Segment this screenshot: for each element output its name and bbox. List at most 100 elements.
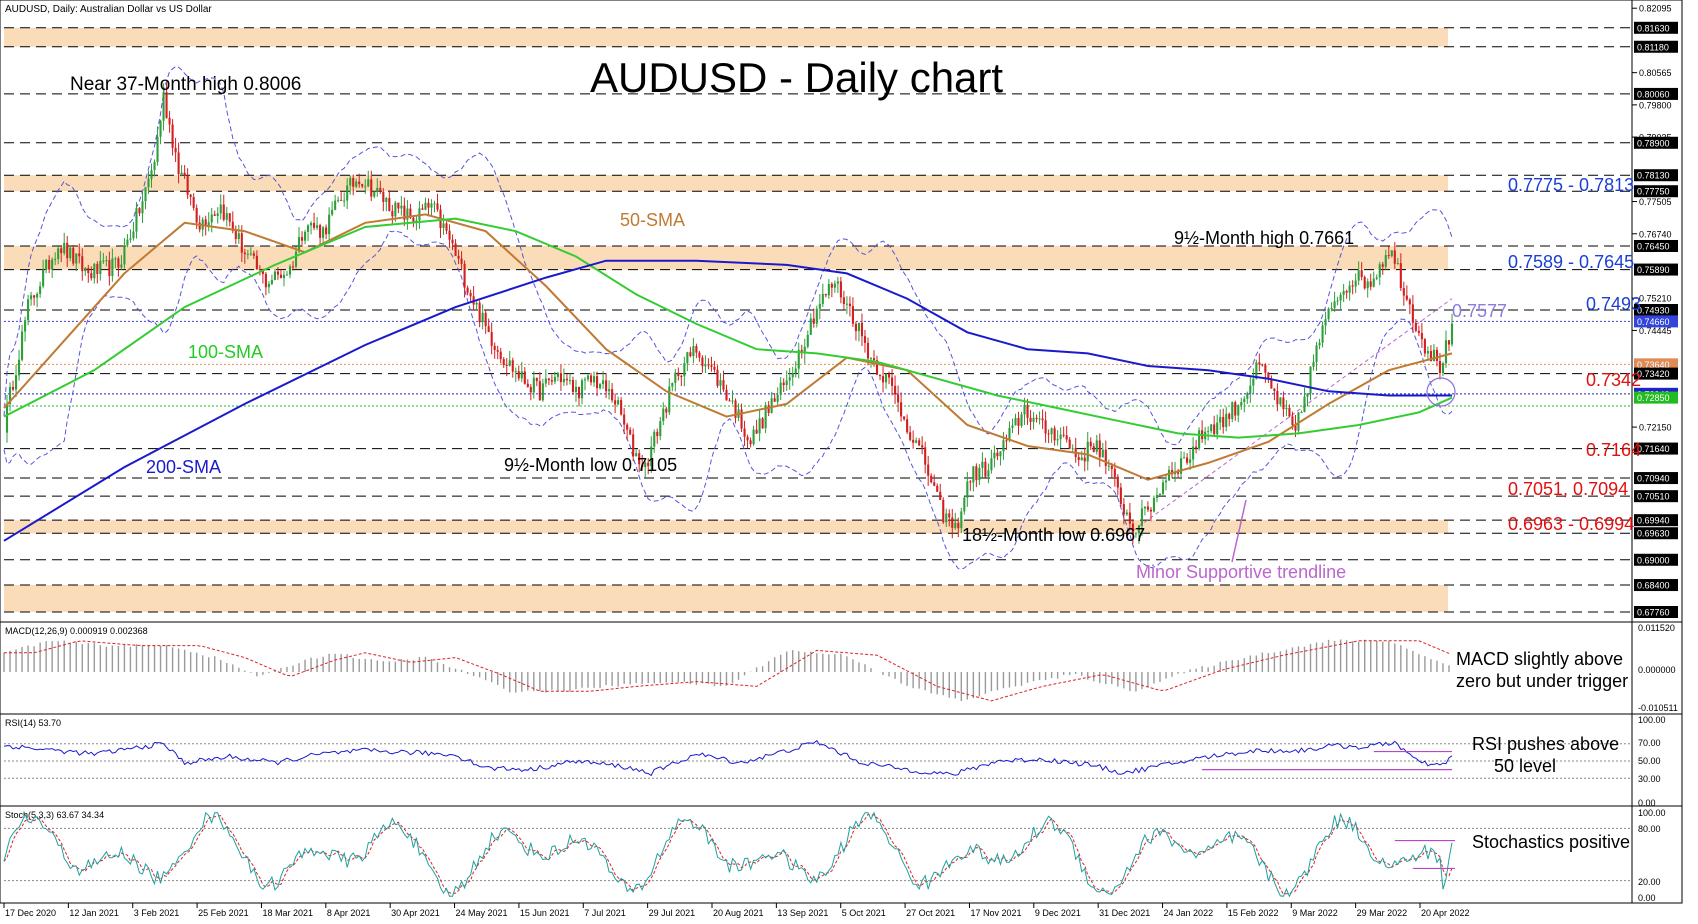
candle-body — [903, 416, 906, 420]
price-tag-label: 0.75890 — [1637, 265, 1670, 275]
candle-body — [195, 207, 198, 223]
candle-body — [120, 264, 123, 268]
candle-body — [276, 271, 279, 275]
candle-body — [1143, 506, 1146, 509]
date-label: 8 Apr 2021 — [327, 908, 371, 918]
candle-body — [499, 351, 502, 360]
candle-body — [942, 499, 945, 523]
candle-body — [1137, 525, 1140, 534]
lvl-7051: 0.7051, 0.7094 — [1508, 479, 1628, 499]
candle-body — [1270, 379, 1273, 389]
price-tag-bg — [1634, 367, 1678, 380]
candle-body — [343, 200, 346, 202]
candle-body — [1330, 308, 1333, 310]
candle-body — [427, 202, 430, 208]
candle-body — [54, 259, 57, 261]
candle-body — [1158, 493, 1162, 496]
candle-body — [1128, 512, 1131, 524]
candle-body — [216, 213, 219, 216]
candle-body — [475, 302, 478, 305]
resistance-zone-1 — [4, 175, 1448, 192]
annot-low-9m: 9½-Month low 0.7105 — [504, 455, 677, 475]
annot-low-18m: 18½-Month low 0.6967 — [962, 525, 1145, 545]
candle-body — [466, 287, 469, 293]
price-tag-label: 0.72850 — [1637, 393, 1670, 403]
candle-body — [322, 227, 325, 238]
candle-body — [1420, 333, 1423, 340]
candle-body — [951, 517, 954, 528]
candle-body — [881, 376, 885, 383]
candle-body — [267, 283, 270, 288]
candle-body — [14, 375, 18, 390]
candle-body — [1192, 446, 1195, 460]
lvl-6963: 0.6963 - 0.6994 — [1508, 514, 1634, 534]
candle-body — [1447, 340, 1451, 345]
candle-body — [204, 219, 207, 226]
candle-body — [81, 256, 84, 272]
candle-body — [340, 199, 343, 201]
candle-body — [231, 221, 234, 232]
candle-body — [782, 382, 785, 386]
candle-body — [210, 214, 213, 223]
candle-body — [135, 208, 138, 232]
candle-body — [1231, 402, 1234, 419]
price-tag-label: 0.74660 — [1637, 317, 1670, 327]
candle-body — [1246, 393, 1249, 399]
price-tick-label: 0.75210 — [1639, 294, 1672, 304]
annot-sma50: 50-SMA — [620, 210, 685, 230]
candle-body — [933, 482, 936, 486]
candle-body — [770, 398, 773, 413]
candle-body — [1186, 457, 1189, 463]
candle-body — [884, 373, 888, 383]
candle-body — [839, 281, 842, 298]
candle-body — [921, 445, 924, 448]
candle-body — [1291, 416, 1294, 426]
candle-body — [1104, 449, 1107, 466]
candle-body — [1198, 430, 1201, 449]
candle-body — [776, 394, 779, 402]
candle-body — [358, 181, 361, 185]
chart-title: AUDUSD - Daily chart — [590, 54, 1003, 101]
candle-body — [192, 196, 195, 208]
candle-body — [1228, 413, 1231, 419]
candle-body — [189, 194, 192, 197]
resistance-zone-3 — [4, 520, 1448, 534]
price-tag-bg — [1634, 169, 1678, 182]
date-label: 24 Jan 2022 — [1164, 908, 1214, 918]
candle-body — [496, 349, 499, 352]
candle-body — [1285, 407, 1288, 410]
candle-body — [264, 273, 267, 288]
candle-body — [589, 375, 593, 383]
candle-body — [409, 208, 412, 218]
date-label: 9 Mar 2022 — [1292, 908, 1338, 918]
candle-body — [1219, 416, 1222, 423]
candle-body — [749, 440, 752, 445]
candle-body — [725, 389, 728, 401]
price-tag-bg — [1634, 391, 1678, 404]
candle-body — [541, 383, 544, 401]
candle-body — [361, 184, 364, 187]
price-tag-bg — [1634, 136, 1678, 149]
price-tick-label: 0.82095 — [1639, 4, 1672, 14]
candle-body — [954, 522, 957, 528]
candle-body — [1414, 322, 1417, 331]
candle-body — [331, 209, 334, 215]
candle-body — [147, 178, 150, 188]
price-tag-bg — [1634, 579, 1678, 592]
candle-body — [1023, 404, 1026, 415]
candle-body — [764, 405, 767, 429]
candle-body — [773, 398, 776, 402]
candle-body — [325, 227, 328, 235]
candle-body — [692, 346, 695, 357]
rsi-annot-1: RSI pushes above — [1472, 734, 1619, 754]
date-label: 29 Mar 2022 — [1357, 908, 1408, 918]
price-tag-bg — [1634, 472, 1678, 485]
candle-body — [1294, 425, 1297, 431]
price-tag-bg — [1634, 606, 1678, 618]
candle-body — [246, 253, 249, 255]
candle-body — [695, 346, 698, 353]
candle-body — [722, 380, 725, 390]
price-tag-label: 0.77750 — [1637, 187, 1670, 197]
candle-body — [448, 230, 451, 240]
date-label: 29 Jul 2021 — [649, 908, 696, 918]
